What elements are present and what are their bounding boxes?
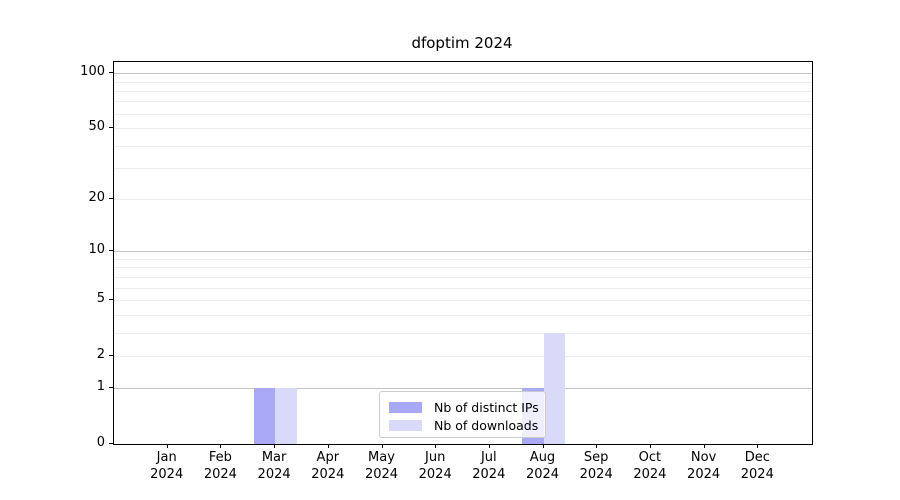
x-label-month: Feb: [208, 450, 232, 465]
gridlines-layer: [114, 62, 812, 444]
legend-swatch-downloads: [389, 419, 422, 431]
y-axis-tick: [109, 354, 113, 356]
x-axis-tick-label: Aug 2024: [503, 449, 583, 483]
minor-gridline: [114, 276, 812, 278]
x-axis-tick: [596, 444, 598, 448]
x-axis-tick: [327, 444, 329, 448]
x-axis-tick: [435, 444, 437, 448]
minor-gridline: [114, 332, 812, 334]
x-label-month: Apr: [316, 450, 340, 465]
x-label-month: Mar: [261, 450, 287, 465]
y-axis-tick-label: 20: [88, 190, 105, 206]
x-label-year: 2024: [418, 467, 452, 482]
x-label-month: May: [368, 450, 395, 465]
major-gridline: [114, 388, 812, 390]
y-axis-tick: [109, 387, 113, 389]
minor-gridline: [114, 101, 812, 103]
minor-gridline: [114, 287, 812, 289]
y-axis-tick: [109, 299, 113, 300]
x-axis-tick: [220, 444, 222, 448]
x-axis-tick: [649, 444, 651, 448]
minor-gridline: [114, 300, 812, 301]
x-axis-tick: [166, 444, 168, 448]
y-axis-tick: [109, 443, 113, 444]
major-gridline: [114, 251, 812, 253]
minor-gridline: [114, 90, 812, 92]
x-label-month: Aug: [529, 450, 556, 465]
x-axis-tick-label: Jul 2024: [449, 449, 529, 483]
x-axis-tick-label: Dec 2024: [717, 449, 797, 483]
x-label-year: 2024: [687, 467, 721, 482]
y-axis-tick-label: 2: [96, 346, 105, 362]
x-label-year: 2024: [364, 467, 399, 482]
x-axis-tick-label: Jan 2024: [127, 449, 207, 483]
bars-layer: [114, 62, 812, 444]
x-axis-tick: [542, 444, 544, 448]
y-axis-tick-label: 10: [88, 242, 105, 258]
legend-item-downloads: Nb of downloads: [389, 416, 539, 434]
x-label-month: Nov: [690, 450, 717, 465]
legend-item-distinct-ips: Nb of distinct IPs: [389, 398, 539, 416]
x-axis-tick: [274, 444, 276, 448]
minor-gridline: [114, 259, 812, 260]
x-label-year: 2024: [525, 467, 560, 482]
x-label-year: 2024: [203, 467, 237, 482]
x-axis-tick-label: Nov 2024: [664, 449, 744, 483]
x-axis-tick-label: Feb 2024: [180, 449, 260, 483]
minor-gridline: [114, 128, 812, 129]
minor-gridline: [114, 168, 812, 169]
x-label-month: Sep: [583, 450, 609, 465]
x-label-year: 2024: [150, 467, 184, 482]
x-label-month: Dec: [744, 450, 770, 465]
x-axis-tick-label: Oct 2024: [610, 449, 690, 483]
y-axis-tick: [109, 198, 113, 200]
y-axis-tick-label: 5: [96, 291, 105, 306]
minor-gridline: [114, 81, 812, 83]
x-axis-tick: [488, 444, 490, 448]
plot-area: Nb of distinct IPs Nb of downloads: [113, 61, 813, 445]
x-axis-tick-label: Mar 2024: [234, 449, 314, 483]
x-axis-tick-label: Jun 2024: [395, 449, 475, 483]
bar-downloads: [543, 332, 565, 444]
y-axis-tick: [109, 127, 113, 128]
chart-title: dfoptim 2024: [411, 34, 513, 52]
x-axis-tick: [703, 444, 705, 448]
bar-distinct-ips: [253, 388, 276, 444]
legend-label-downloads: Nb of downloads: [434, 417, 539, 433]
y-axis-tick: [109, 250, 113, 252]
x-label-month: Jul: [480, 450, 497, 465]
y-axis-tick-label: 100: [80, 64, 105, 80]
minor-gridline: [114, 199, 812, 201]
x-label-year: 2024: [257, 467, 291, 482]
x-label-year: 2024: [311, 467, 345, 482]
major-gridline: [114, 73, 812, 75]
x-axis-tick: [381, 444, 383, 448]
minor-gridline: [114, 267, 812, 269]
minor-gridline: [114, 314, 812, 316]
bar-downloads: [275, 388, 297, 444]
x-axis-tick: [757, 444, 759, 448]
legend-box: Nb of distinct IPs Nb of downloads: [379, 391, 546, 438]
y-axis-tick-label: 0: [96, 435, 105, 450]
y-axis-tick: [109, 72, 113, 74]
x-label-year: 2024: [633, 467, 667, 482]
x-label-month: Jan: [156, 450, 177, 465]
x-axis-tick-label: May 2024: [342, 449, 422, 483]
x-axis-tick-label: Sep 2024: [556, 449, 636, 483]
x-axis-tick-label: Apr 2024: [288, 449, 368, 483]
minor-gridline: [114, 145, 812, 147]
minor-gridline: [114, 355, 812, 357]
x-label-month: Oct: [638, 450, 662, 465]
legend-label-distinct-ips: Nb of distinct IPs: [434, 399, 539, 415]
y-axis-tick-label: 1: [96, 379, 105, 395]
minor-gridline: [114, 113, 812, 115]
x-label-year: 2024: [740, 467, 774, 482]
x-label-year: 2024: [579, 467, 613, 482]
x-label-year: 2024: [472, 467, 506, 482]
x-label-month: Jun: [425, 450, 446, 465]
y-axis-tick-label: 50: [88, 119, 105, 134]
legend-swatch-distinct-ips: [389, 401, 422, 413]
